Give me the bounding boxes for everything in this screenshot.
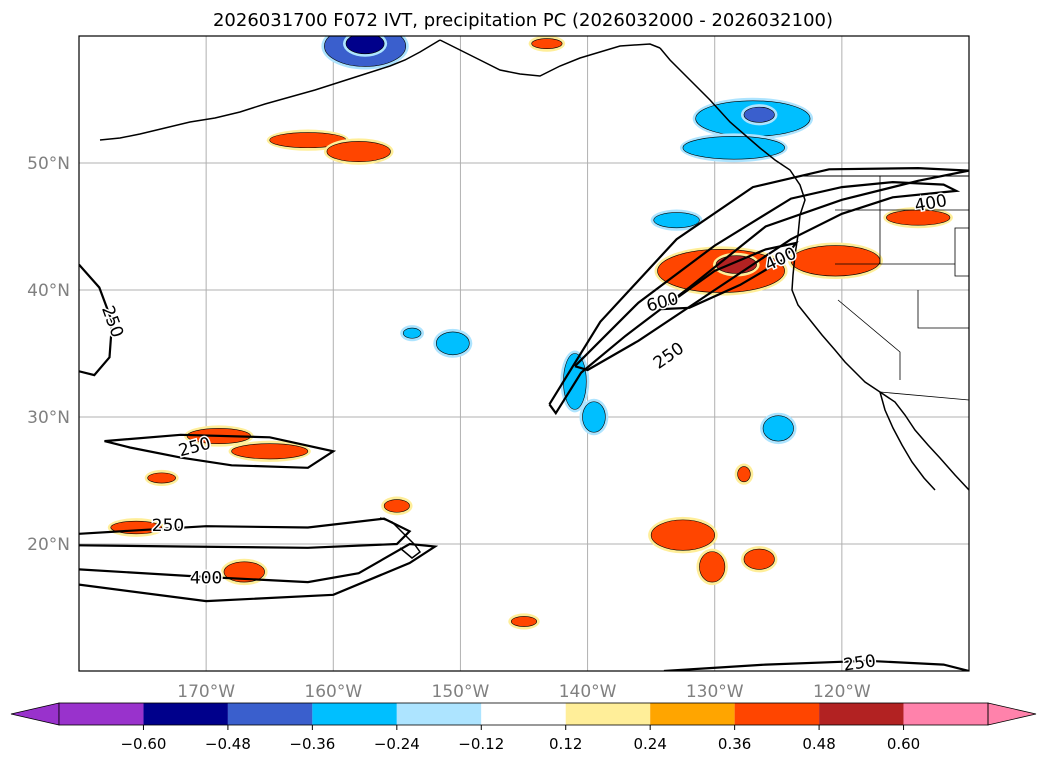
- precip-region: [790, 245, 881, 277]
- precip-region: [510, 616, 538, 627]
- ivt-contour-250: [548, 166, 969, 416]
- colorbar-tick-label: −0.48: [205, 735, 251, 753]
- precip-region: [743, 548, 775, 570]
- precip-region: [147, 472, 176, 484]
- map-frame: [78, 35, 970, 672]
- ivt-contour-250: [663, 659, 969, 671]
- lon-tick-label: 120°W: [813, 682, 871, 702]
- colorbar-tick-label: 0.36: [718, 735, 751, 753]
- lon-tick-label: 170°W: [177, 682, 235, 702]
- colorbar-extend-min: [10, 702, 60, 726]
- ivt-contour-400: [79, 542, 439, 603]
- lat-tick-label: 50°N: [27, 154, 70, 174]
- colorbar: [10, 702, 1037, 726]
- ivt-contour-400: [574, 180, 961, 372]
- precip-region: [402, 327, 422, 339]
- colorbar-segment: [227, 703, 313, 725]
- precip-region: [762, 415, 794, 442]
- precip-region: [326, 141, 391, 163]
- colorbar-segment: [143, 703, 228, 725]
- latitude-tick-labels: 20°N 30°N 40°N 50°N: [27, 154, 70, 555]
- chart-title: 2026031700 F072 IVT, precipitation PC (2…: [213, 10, 833, 31]
- ivt-contour-250: [79, 517, 412, 549]
- precip-region: [650, 519, 716, 551]
- ivt-contours: [79, 166, 969, 671]
- precip-region: [435, 331, 470, 356]
- us-west-coast: [791, 214, 969, 491]
- colorbar-tick-label: −0.36: [289, 735, 335, 753]
- colorbar-segment: [734, 703, 820, 725]
- alaska-aleutian-coast: [99, 39, 661, 141]
- colorbar-tick-label: 0.48: [802, 735, 835, 753]
- lon-tick-label: 150°W: [432, 682, 490, 702]
- colorbar-frame: [58, 702, 989, 726]
- ivt-contour-250: [79, 263, 114, 377]
- lat-tick-label: 20°N: [27, 535, 70, 555]
- precip-region: [653, 212, 700, 229]
- colorbar-segment: [650, 703, 735, 725]
- colorbar-tick-label: 0.12: [549, 735, 582, 753]
- colorbar-segment: [819, 703, 904, 725]
- colorbar-segment: [565, 703, 651, 725]
- ivt-contour-600: [660, 241, 799, 311]
- colorbar-segment: [903, 703, 988, 725]
- lat-tick-label: 40°N: [27, 281, 70, 301]
- state-borders: [835, 176, 969, 401]
- precip-region: [345, 36, 385, 55]
- lon-tick-label: 140°W: [559, 682, 617, 702]
- canada-coast: [659, 47, 806, 216]
- lon-tick-label: 160°W: [304, 682, 362, 702]
- precip-region: [231, 443, 309, 460]
- precip-region: [682, 136, 785, 160]
- colorbar-tick-label: −0.24: [374, 735, 420, 753]
- precip-region: [531, 38, 563, 50]
- colorbar-tick-label: 0.24: [633, 735, 666, 753]
- colorbar-tick-labels: −0.60 −0.48 −0.36 −0.24 −0.12 0.12 0.24 0.36 0.4…: [120, 725, 920, 753]
- colorbar-segment: [396, 703, 482, 725]
- precip-region: [699, 551, 726, 583]
- lat-tick-label: 30°N: [27, 408, 70, 428]
- ivt-contour-label: 250: [842, 651, 877, 675]
- precip-pc-fills: [107, 36, 953, 630]
- precip-region: [743, 106, 775, 123]
- colorbar-tick-label: −0.12: [458, 735, 504, 753]
- colorbar-segment: [481, 703, 566, 725]
- ivt-contour-label: 250: [152, 516, 184, 536]
- colorbar-segment: [312, 703, 397, 725]
- precip-region: [223, 561, 265, 583]
- precip-region: [582, 401, 606, 433]
- baja-peninsula: [879, 391, 936, 491]
- colorbar-tick-label: −0.60: [120, 735, 166, 753]
- colorbar-extend-max: [987, 702, 1037, 726]
- ivt-contour-label: 400: [190, 568, 222, 588]
- colorbar-tick-label: 0.60: [887, 735, 920, 753]
- precip-region: [383, 499, 410, 513]
- lon-tick-label: 130°W: [686, 682, 744, 702]
- precip-region: [715, 255, 757, 274]
- colorbar-segment: [59, 703, 144, 725]
- ivt-contour-250: [104, 433, 337, 469]
- precip-region: [737, 466, 751, 483]
- longitude-tick-labels: 170°W 160°W 150°W 140°W 130°W 120°W: [177, 682, 871, 702]
